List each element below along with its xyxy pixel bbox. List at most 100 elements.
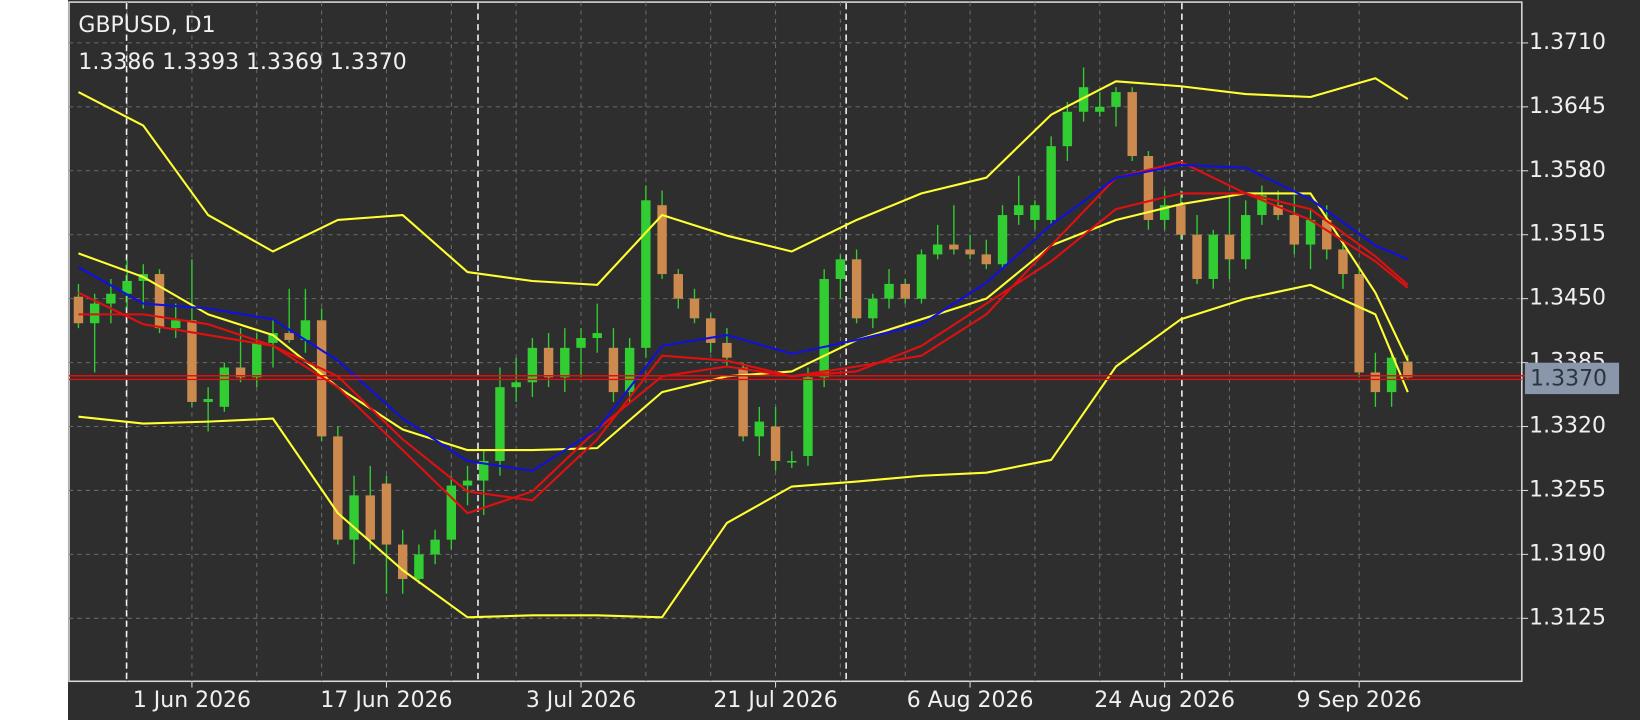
x-tick-label: 3 Jul 2026 [526,688,636,713]
indicator-line [78,192,1409,515]
candle-body [770,426,781,461]
indicator-line [77,160,1409,502]
candle-body [981,254,992,265]
candle-body [414,554,424,579]
candle-body [252,342,262,378]
candle-body [219,367,230,407]
x-tick-label: 9 Sep 2026 [1297,688,1422,713]
candle-body [608,347,619,393]
candle-body [965,249,975,255]
candle-body [1143,156,1154,220]
candle-body [932,244,943,255]
indicator-line [77,77,1409,286]
candle-body [1159,205,1170,220]
candle-body [1078,87,1089,112]
left-margin [0,0,68,720]
candle-body [592,333,602,338]
x-tick-label: 17 Jun 2026 [320,688,452,713]
last-price-box [1524,362,1620,395]
candle-body [397,544,408,579]
last-price-label: 1.3370 [1530,366,1607,391]
candle-body [284,333,294,340]
y-tick-label: 1.3255 [1529,477,1606,502]
candle-body [916,254,927,299]
candle-body [819,278,829,378]
x-tick-label: 1 Jun 2026 [133,688,251,713]
candle-body [1240,215,1251,260]
candle-body [1030,205,1040,220]
candle-body [479,460,489,481]
candle-body [1127,92,1137,157]
candle-body [1322,219,1332,250]
candle-body [851,259,862,319]
candle-body [1176,205,1186,235]
candle-body [1305,219,1316,245]
candle-body [1111,92,1121,107]
candle-body [689,298,700,319]
candle-body [1224,234,1235,260]
candle-body [495,387,505,461]
candle-body [1273,205,1283,216]
candle-body [333,436,343,540]
candle-body [754,421,765,437]
candle-body [803,377,813,457]
candle-body [122,280,132,294]
candle-body [511,382,521,388]
x-tick-label: 21 Jul 2026 [713,688,837,713]
indicator-line [78,283,1409,619]
candle-body [300,320,311,340]
candle-body [1046,146,1056,220]
candle-body [316,320,327,437]
candle-body [268,333,278,343]
indicator-line [77,163,1409,472]
y-tick-label: 1.3710 [1529,30,1606,55]
candle-body [1338,249,1348,275]
candle-body [154,274,165,329]
x-tick-label: 6 Aug 2026 [907,688,1034,713]
candle-body [1208,234,1218,279]
candle-body [381,483,392,545]
plot-area [68,1,1523,683]
y-tick-label: 1.3580 [1529,158,1606,183]
candle-body [673,274,683,299]
candle-body [1370,372,1381,393]
y-tick-label: 1.3320 [1529,414,1606,439]
ohlc-readout: 1.3386 1.3393 1.3369 1.3370 [78,50,406,75]
candle-body [1192,234,1202,279]
candle-body [1386,357,1397,393]
candle-body [203,398,213,402]
candle-body [365,495,375,540]
y-tick-label: 1.3645 [1529,94,1606,119]
candle-body [949,244,959,250]
marks [73,67,1413,619]
candle-body [868,298,878,319]
candle-body [997,215,1008,265]
candle-body [1403,361,1413,378]
candle-body [73,296,84,324]
candle-body [1095,106,1105,112]
candle-body [1257,195,1267,216]
candle-body [187,320,197,402]
candle-body [446,485,457,540]
candle-body [1062,111,1073,147]
candle-body [576,337,586,348]
candle-body [349,495,359,540]
candle-body [430,539,440,555]
candle-body [835,259,846,279]
candle-body [705,318,716,343]
candle-body [738,367,748,437]
candle-body [462,480,473,486]
candle-body [543,347,554,378]
candle-body [171,320,181,329]
candle-body [624,347,635,393]
candle-body [787,460,797,463]
y-tick-label: 1.3450 [1529,286,1606,311]
candle-body [1289,215,1300,245]
candle-body [641,200,651,348]
candle-body [1354,274,1364,373]
y-tick-label: 1.3190 [1529,541,1606,566]
x-tick-label: 24 Aug 2026 [1094,688,1235,713]
candle-body [527,347,538,383]
